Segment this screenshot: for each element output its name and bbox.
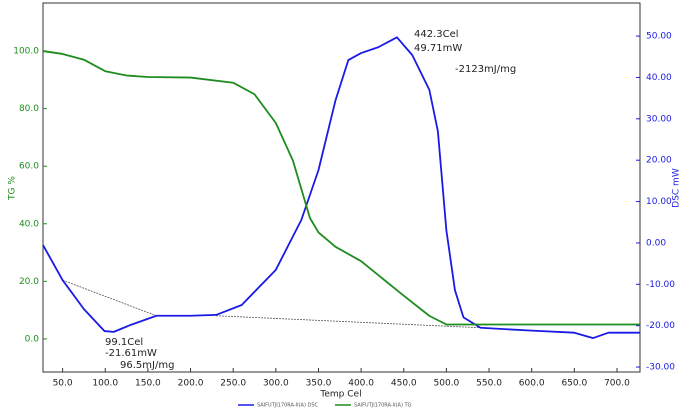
y-tick-label: 20.0 [19, 277, 39, 287]
legend-label: SAIFUTJI170RA-II(A) TG [354, 403, 412, 409]
y2-tick-label: 20.00 [646, 156, 672, 166]
x-tick-label: 600.0 [519, 379, 545, 389]
x-tick-label: 100.0 [92, 379, 118, 389]
y-tick-label: 40.0 [19, 219, 39, 229]
y-tick-label: 80.0 [19, 104, 39, 114]
x-tick-label: 250.0 [220, 379, 246, 389]
x-tick-label: 350.0 [306, 379, 332, 389]
y2-tick-label: 0.00 [646, 238, 666, 248]
y2-axis-label: DSC mW [672, 168, 682, 208]
x-tick-label: 300.0 [263, 379, 289, 389]
x-tick-label: 650.0 [561, 379, 587, 389]
y2-tick-label: 30.00 [646, 114, 672, 124]
baseline [62, 279, 157, 317]
x-tick-label: 700.0 [604, 379, 630, 389]
y2-tick-label: -30.00 [646, 363, 675, 373]
series-line [42, 36, 640, 339]
plot-frame [42, 2, 641, 373]
x-axis-label: Temp Cel [319, 390, 361, 400]
x-tick-label: 200.0 [178, 379, 204, 389]
y-tick-label: 0.0 [25, 334, 40, 344]
y-axis-label: TG % [8, 176, 18, 201]
y2-tick-label: 40.00 [646, 73, 672, 83]
y-tick-label: 60.0 [19, 162, 39, 172]
annotation: -2123mJ/mg [455, 64, 516, 75]
y-tick-label: 100.0 [13, 47, 39, 57]
series-line [42, 50, 640, 326]
y2-tick-label: -20.00 [646, 321, 675, 331]
legend-label: SAIFUTJI170RA-II(A) DSC [257, 403, 319, 409]
baseline [216, 315, 481, 329]
x-tick-label: 400.0 [348, 379, 374, 389]
x-tick-label: 550.0 [476, 379, 502, 389]
annotation: 49.71mW [414, 43, 462, 54]
annotation: 442.3Cel [414, 29, 459, 40]
annotation: 99.1Cel [105, 337, 143, 348]
y2-tick-label: 50.00 [646, 32, 672, 42]
annotation: 96.5mJ/mg [120, 360, 174, 371]
y2-tick-label: -10.00 [646, 280, 675, 290]
y2-tick-label: 10.00 [646, 197, 672, 207]
x-tick-label: 450.0 [391, 379, 417, 389]
x-tick-label: 500.0 [434, 379, 460, 389]
annotation: -21.61mW [105, 348, 157, 359]
x-tick-label: 50.0 [53, 379, 73, 389]
x-tick-label: 150.0 [135, 379, 161, 389]
